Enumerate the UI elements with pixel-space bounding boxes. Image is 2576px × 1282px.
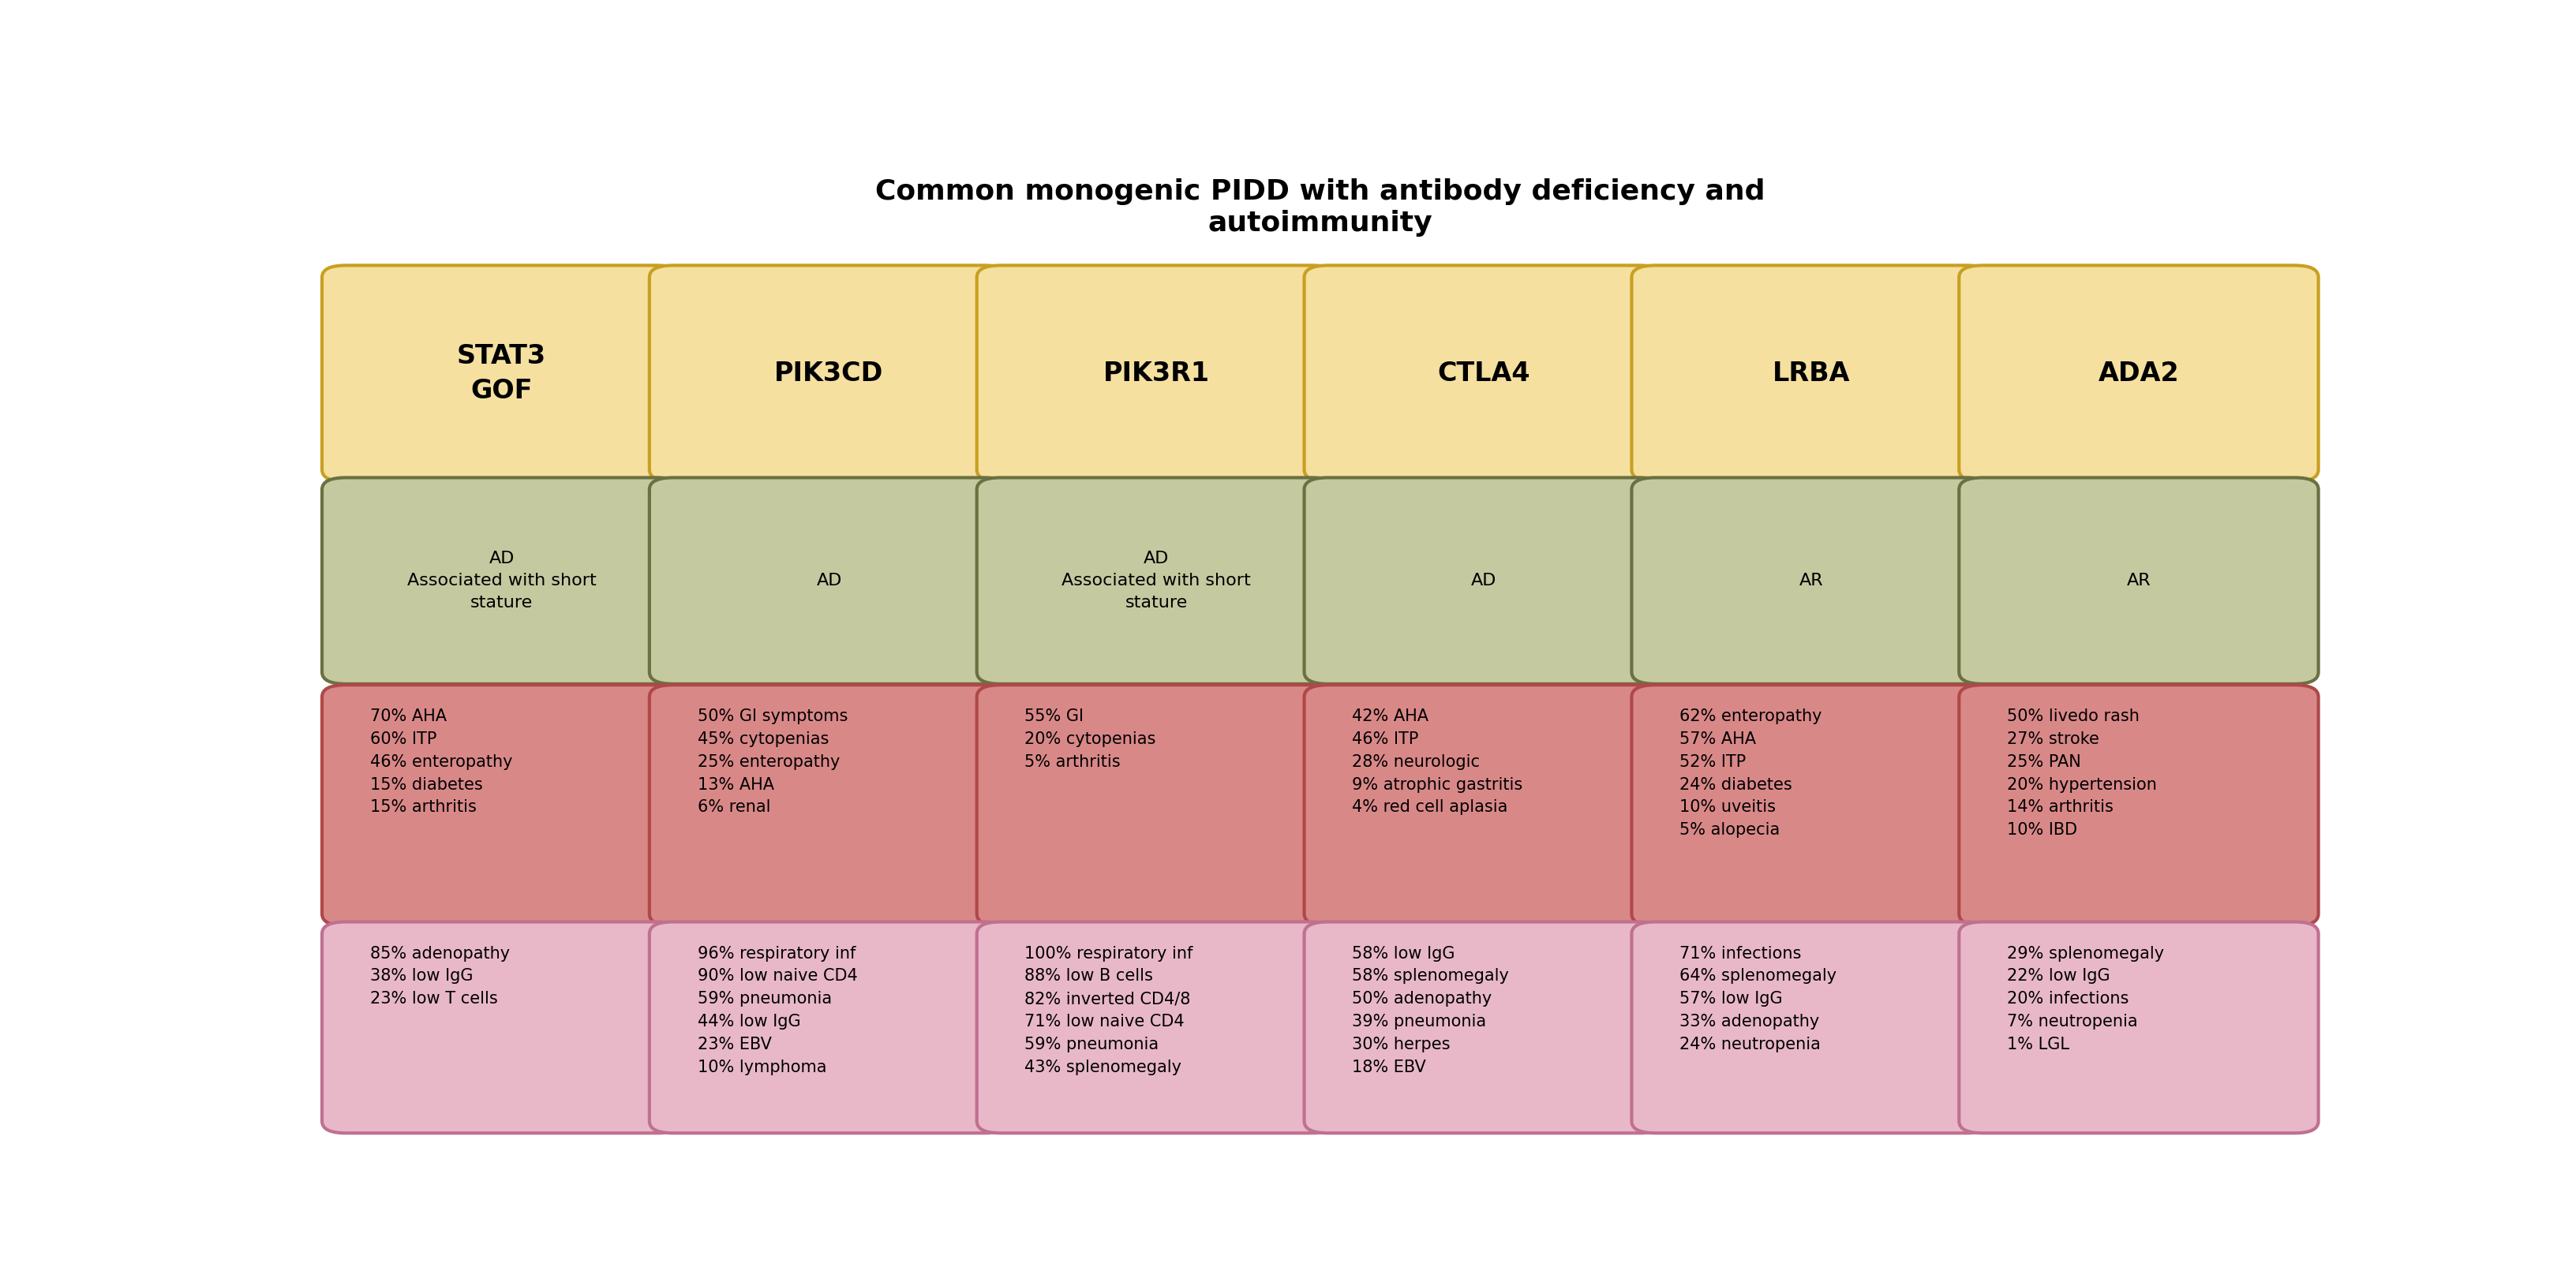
FancyBboxPatch shape (976, 685, 1337, 926)
FancyBboxPatch shape (1303, 685, 1664, 926)
FancyBboxPatch shape (976, 265, 1337, 482)
FancyBboxPatch shape (976, 922, 1337, 1133)
Text: AD
Associated with short
stature: AD Associated with short stature (407, 551, 595, 610)
FancyBboxPatch shape (1958, 685, 2318, 926)
FancyBboxPatch shape (649, 478, 1010, 683)
FancyBboxPatch shape (649, 685, 1010, 926)
Text: AD: AD (817, 573, 842, 588)
Text: 96% respiratory inf
90% low naive CD4
59% pneumonia
44% low IgG
23% EBV
10% lymp: 96% respiratory inf 90% low naive CD4 59… (698, 946, 858, 1074)
Text: STAT3
GOF: STAT3 GOF (456, 344, 546, 404)
Text: LRBA: LRBA (1772, 360, 1850, 386)
Text: PIK3CD: PIK3CD (775, 360, 884, 386)
FancyBboxPatch shape (1631, 922, 1991, 1133)
Text: 70% AHA
60% ITP
46% enteropathy
15% diabetes
15% arthritis: 70% AHA 60% ITP 46% enteropathy 15% diab… (371, 709, 513, 815)
FancyBboxPatch shape (649, 922, 1010, 1133)
Text: CTLA4: CTLA4 (1437, 360, 1530, 386)
FancyBboxPatch shape (1631, 685, 1991, 926)
Text: 29% splenomegaly
22% low IgG
20% infections
7% neutropenia
1% LGL: 29% splenomegaly 22% low IgG 20% infecti… (2007, 946, 2164, 1053)
FancyBboxPatch shape (322, 922, 680, 1133)
Text: AR: AR (1798, 573, 1824, 588)
Text: ADA2: ADA2 (2099, 360, 2179, 386)
Text: 71% infections
64% splenomegaly
57% low IgG
33% adenopathy
24% neutropenia: 71% infections 64% splenomegaly 57% low … (1680, 946, 1837, 1053)
Text: AD: AD (1471, 573, 1497, 588)
Text: 50% GI symptoms
45% cytopenias
25% enteropathy
13% AHA
6% renal: 50% GI symptoms 45% cytopenias 25% enter… (698, 709, 848, 815)
Text: 42% AHA
46% ITP
28% neurologic
9% atrophic gastritis
4% red cell aplasia: 42% AHA 46% ITP 28% neurologic 9% atroph… (1352, 709, 1522, 815)
Text: 100% respiratory inf
88% low B cells
82% inverted CD4/8
71% low naive CD4
59% pn: 100% respiratory inf 88% low B cells 82%… (1025, 946, 1193, 1074)
Text: Common monogenic PIDD with antibody deficiency and
autoimmunity: Common monogenic PIDD with antibody defi… (876, 178, 1765, 236)
FancyBboxPatch shape (1303, 922, 1664, 1133)
Text: AR: AR (2128, 573, 2151, 588)
FancyBboxPatch shape (1303, 478, 1664, 683)
FancyBboxPatch shape (649, 265, 1010, 482)
Text: 50% livedo rash
27% stroke
25% PAN
20% hypertension
14% arthritis
10% IBD: 50% livedo rash 27% stroke 25% PAN 20% h… (2007, 709, 2156, 838)
FancyBboxPatch shape (1958, 922, 2318, 1133)
FancyBboxPatch shape (322, 478, 680, 683)
FancyBboxPatch shape (1631, 265, 1991, 482)
Text: PIK3R1: PIK3R1 (1103, 360, 1211, 386)
FancyBboxPatch shape (1303, 265, 1664, 482)
FancyBboxPatch shape (1958, 478, 2318, 683)
Text: 85% adenopathy
38% low IgG
23% low T cells: 85% adenopathy 38% low IgG 23% low T cel… (371, 946, 510, 1006)
Text: 55% GI
20% cytopenias
5% arthritis: 55% GI 20% cytopenias 5% arthritis (1025, 709, 1157, 769)
FancyBboxPatch shape (1631, 478, 1991, 683)
FancyBboxPatch shape (976, 478, 1337, 683)
FancyBboxPatch shape (322, 685, 680, 926)
FancyBboxPatch shape (322, 265, 680, 482)
FancyBboxPatch shape (1958, 265, 2318, 482)
Text: AD
Associated with short
stature: AD Associated with short stature (1061, 551, 1252, 610)
Text: 62% enteropathy
57% AHA
52% ITP
24% diabetes
10% uveitis
5% alopecia: 62% enteropathy 57% AHA 52% ITP 24% diab… (1680, 709, 1821, 838)
Text: 58% low IgG
58% splenomegaly
50% adenopathy
39% pneumonia
30% herpes
18% EBV: 58% low IgG 58% splenomegaly 50% adenopa… (1352, 946, 1510, 1074)
